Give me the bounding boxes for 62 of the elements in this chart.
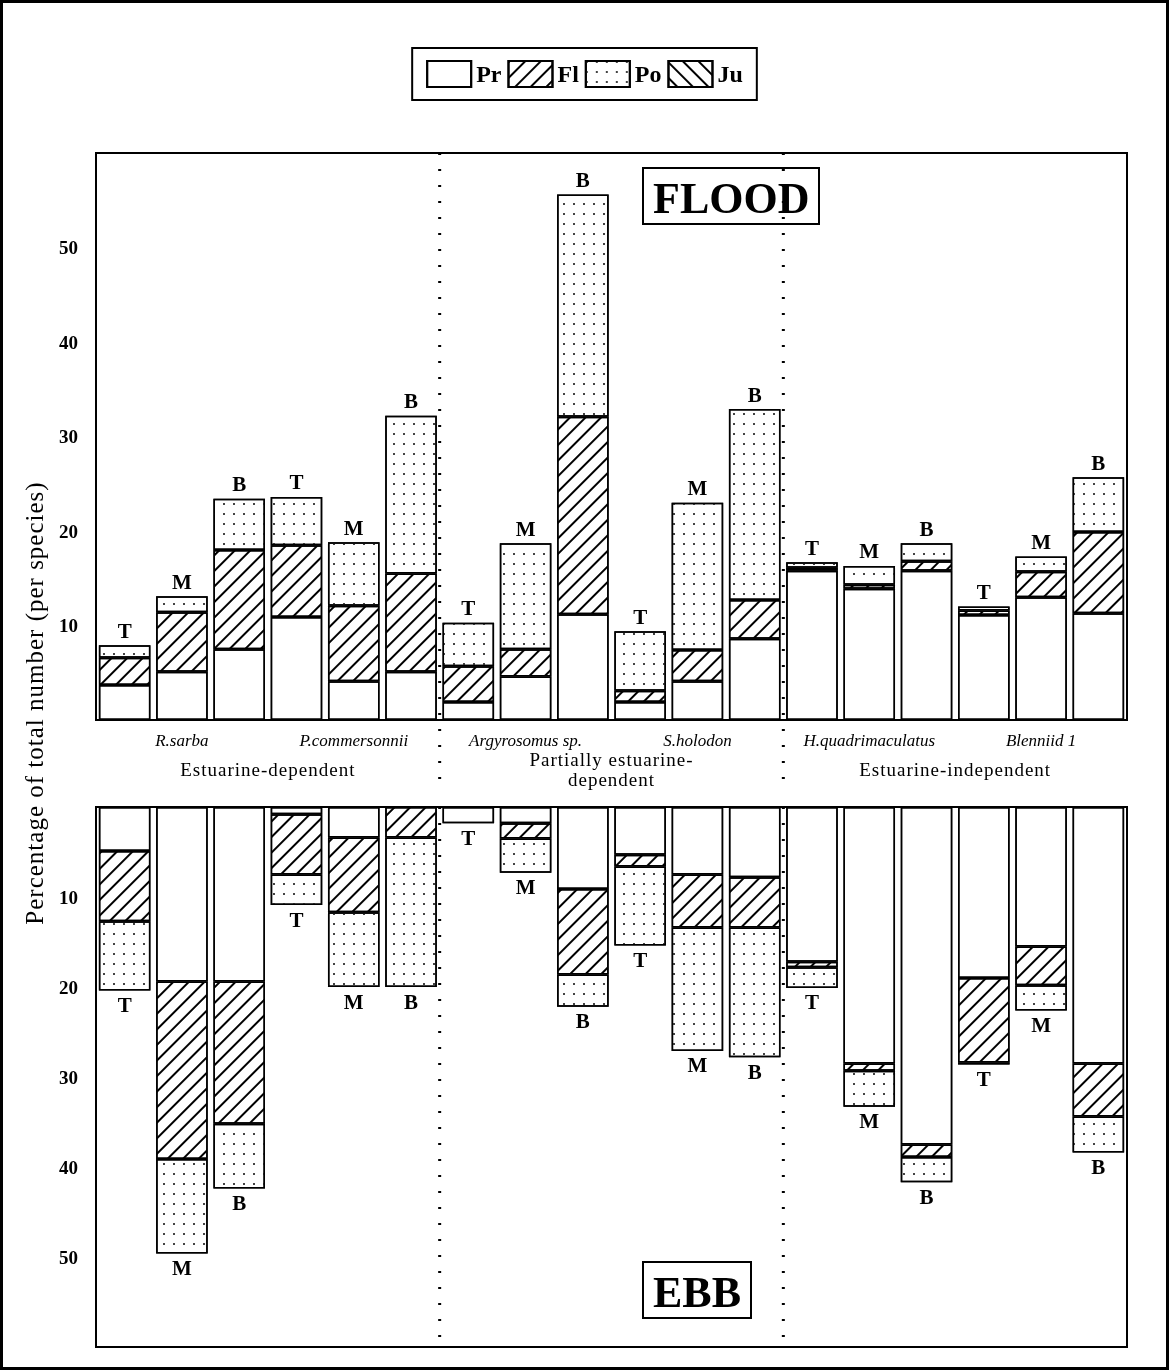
data-label: T [117,618,132,643]
y-tick-label: 10 [59,615,78,636]
data-label: B [919,516,934,541]
data-label: B [575,1009,590,1034]
y-tick-label: 10 [59,886,78,908]
legend-label: Po [634,61,662,87]
data-label: M [859,1109,880,1134]
data-label: B [232,1191,247,1216]
x-tick-label: H.quadrimaculatus [802,731,936,750]
data-label: M [172,1255,192,1280]
data-label: B [747,382,762,407]
text: FLOOD [653,173,810,223]
y-axis-title: Percentage of total number (per species) [21,481,49,925]
data-label: T [461,825,476,850]
data-label: B [232,472,247,497]
y-tick-label: 30 [59,1066,78,1088]
data-label: M [515,516,536,541]
legend-label: Pr [476,61,502,87]
legend-label: Fl [557,61,580,87]
data-label: M [515,875,536,900]
data-label: M [172,569,192,594]
text: Partially estuarine-dependent [529,749,695,790]
x-tick-label: Blenniid 1 [1005,731,1077,750]
data-label: B [1091,1155,1106,1180]
x-tick-label: Argyrosomus sp. [468,731,583,750]
data-label: M [1031,1012,1052,1037]
data-label: T [804,990,819,1015]
x-tick-label: R.sarba [154,731,209,750]
y-tick-label: 50 [59,1246,78,1268]
text: Estuarine-independent [858,759,1053,780]
data-label: M [687,476,708,501]
data-label: B [404,389,419,414]
y-tick-label: 40 [59,331,78,353]
data-label: B [919,1184,934,1209]
y-tick-label: 50 [59,237,78,258]
data-label: T [633,948,648,973]
data-label: B [575,168,590,193]
x-tick-label: S.holodon [663,731,732,750]
data-label: T [461,596,476,621]
data-label: M [343,989,364,1014]
data-label: T [804,535,819,560]
data-label: M [1031,530,1052,555]
y-tick-label: 20 [59,520,78,542]
text: Estuarine-dependent [179,759,357,780]
data-label: B [747,1059,762,1084]
data-label: T [976,580,991,605]
data-label: M [687,1053,708,1078]
text: EBB [653,1267,742,1317]
data-label: B [1091,450,1106,475]
data-label: T [633,604,648,629]
data-label: M [859,539,880,564]
data-label: M [343,515,364,540]
data-label: T [289,907,304,932]
data-label: T [289,470,304,495]
data-label: T [976,1066,991,1091]
y-tick-label: 30 [59,426,78,447]
y-tick-label: 20 [59,976,78,998]
x-tick-label: P.commersonnii [298,731,409,750]
data-label: B [404,989,419,1014]
data-label: T [117,993,132,1018]
legend-label: Ju [717,61,743,87]
y-tick-label: 40 [59,1156,78,1178]
